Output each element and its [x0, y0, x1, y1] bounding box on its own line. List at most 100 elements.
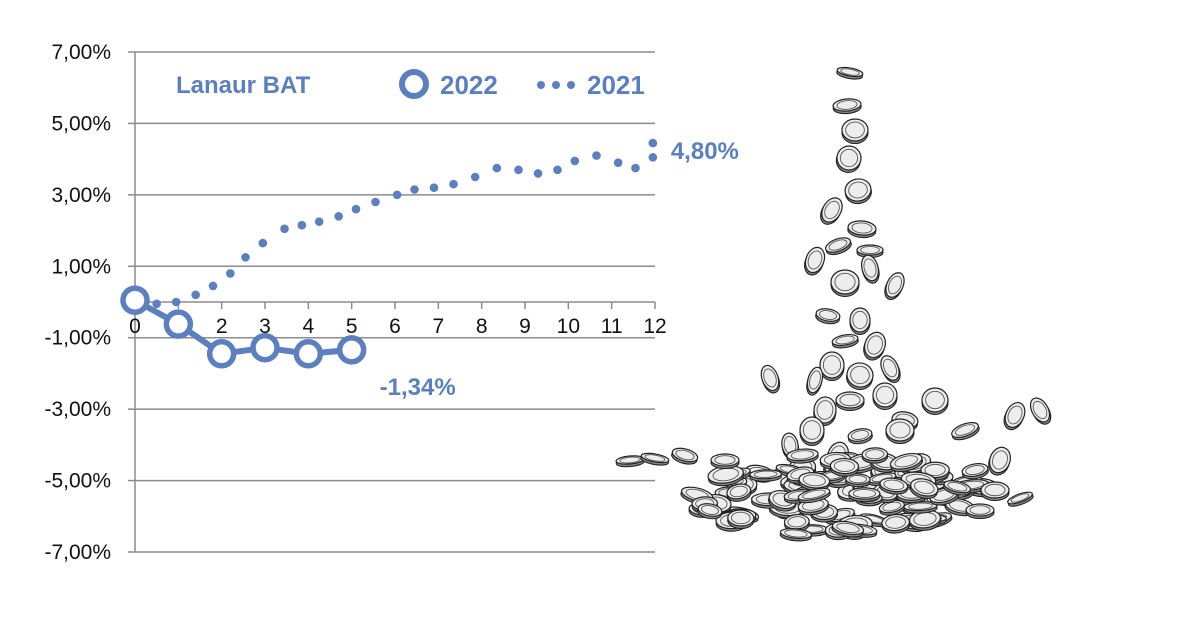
point-2022 [250, 332, 280, 363]
x-tick-label: 7 [432, 315, 444, 338]
falling-coins-illustration [615, 66, 1052, 542]
point-2021 [533, 169, 543, 178]
y-tick-label: -3,00% [44, 398, 111, 421]
coin [804, 246, 826, 276]
coin [1007, 491, 1034, 507]
y-tick-label: -7,00% [44, 541, 111, 564]
point-2021 [570, 156, 580, 166]
coin-group [615, 66, 1052, 542]
coin [951, 422, 980, 441]
point-2021 [226, 269, 235, 278]
coin [847, 428, 873, 445]
coin [841, 118, 869, 145]
coin [988, 446, 1011, 476]
point-2021 [351, 204, 361, 214]
coin [835, 391, 865, 412]
x-tick-label: 12 [643, 315, 666, 338]
coin [640, 452, 670, 466]
y-tick-label: 3,00% [51, 184, 111, 207]
x-tick-label: 0 [129, 315, 141, 338]
coin [836, 66, 864, 80]
y-tick-label: 7,00% [51, 41, 111, 64]
point-2021 [410, 185, 419, 194]
coin [832, 98, 862, 115]
coin [921, 387, 949, 416]
point-2021 [592, 151, 601, 160]
coin [885, 418, 915, 445]
chart-title: Lanaur BAT [176, 72, 311, 99]
series-2021 [152, 138, 658, 309]
coin [820, 197, 843, 225]
end-label-2021: 4,80% [671, 138, 739, 165]
coin [872, 382, 898, 411]
line-chart: 7,00% 5,00% 3,00% 1,00% -1,00% -3,00% -5,00% -7… [44, 41, 739, 564]
point-2021 [152, 299, 161, 309]
point-2022 [163, 309, 194, 339]
coin [829, 457, 860, 477]
coin [965, 503, 995, 520]
coin [861, 447, 889, 464]
coin [710, 453, 740, 470]
coin [830, 269, 860, 298]
point-2022 [206, 339, 237, 369]
coin [786, 448, 819, 464]
point-2021 [171, 297, 181, 307]
point-2021 [470, 172, 480, 182]
point-2021 [241, 253, 250, 262]
coin [813, 396, 837, 427]
point-2022 [120, 285, 150, 315]
point-2021 [314, 217, 324, 226]
coin [845, 473, 871, 488]
point-2021 [334, 211, 343, 221]
legend-marker-2022 [399, 69, 429, 99]
coin [889, 452, 924, 473]
coin [760, 364, 781, 394]
coin [844, 178, 872, 205]
coin [848, 487, 881, 503]
point-2021 [648, 138, 658, 148]
coin [797, 487, 831, 504]
point-2021 [297, 220, 307, 230]
coin [835, 145, 862, 173]
legend-dot-2021-c [567, 81, 575, 89]
legend-dot-2021-b [552, 81, 560, 89]
coin [879, 477, 909, 495]
y-tick-label: 1,00% [51, 255, 111, 278]
y-tick-label: -1,00% [44, 327, 111, 350]
series-2022 [120, 285, 367, 369]
coin [815, 308, 841, 325]
point-2021 [492, 163, 502, 173]
coin [697, 503, 723, 520]
coin [909, 478, 939, 499]
coin [849, 307, 871, 336]
coin [884, 272, 905, 301]
x-tick-label: 2 [216, 315, 228, 338]
legend-dot-2021-a [537, 81, 545, 89]
coin [863, 331, 886, 361]
legend-label-2022: 2022 [440, 70, 498, 100]
gridlines [128, 51, 656, 553]
legend: Lanaur BAT 2022 2021 [176, 69, 645, 100]
coin [726, 483, 752, 502]
coin [798, 472, 831, 492]
end-label-2022: -1,34% [380, 374, 456, 401]
y-tick-label: -5,00% [44, 470, 111, 493]
x-tick-label: 9 [519, 315, 531, 338]
point-2021 [191, 290, 200, 300]
point-2021 [648, 153, 658, 162]
coin [1003, 402, 1026, 431]
coin [847, 220, 877, 239]
coin [860, 254, 880, 284]
point-2021 [371, 197, 380, 207]
coin [880, 355, 901, 384]
coin [856, 244, 884, 259]
x-tick-label: 6 [389, 315, 401, 338]
coin [1029, 397, 1052, 425]
coin [783, 513, 810, 533]
coin [831, 333, 859, 349]
coin [799, 416, 825, 447]
point-2021 [258, 238, 268, 248]
coin [881, 513, 911, 534]
point-2022 [293, 339, 324, 369]
point-2021 [280, 224, 289, 234]
